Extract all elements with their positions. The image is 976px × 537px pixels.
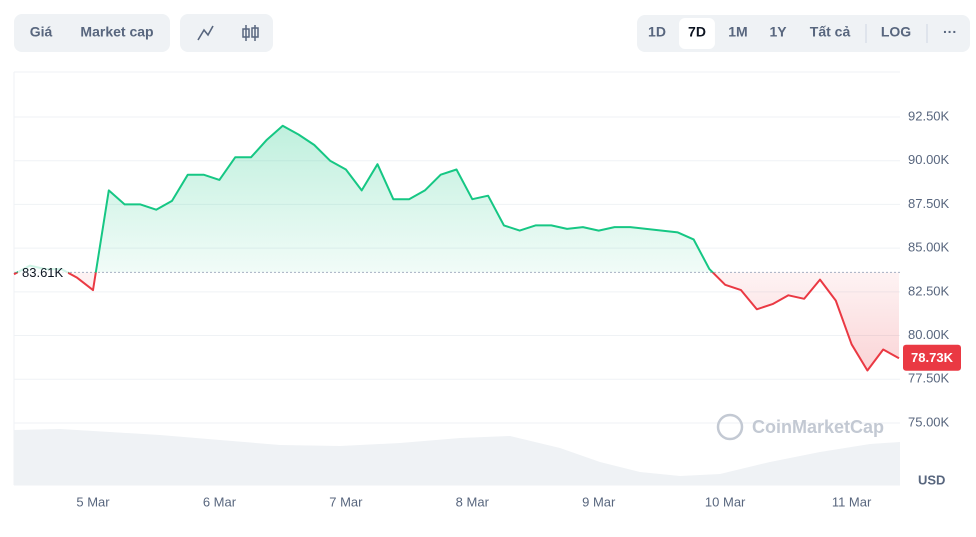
watermark: CoinMarketCap xyxy=(716,413,884,441)
more-button[interactable]: ··· xyxy=(943,24,957,40)
volume-area xyxy=(14,429,900,485)
x-tick-label: 11 Mar xyxy=(832,494,872,509)
metric-tab[interactable]: Market cap xyxy=(80,24,153,40)
y-tick-label: 82.50K xyxy=(908,283,950,298)
selected-range xyxy=(679,18,715,49)
y-tick-label: 80.00K xyxy=(908,327,950,342)
candle-chart-icon[interactable] xyxy=(242,25,259,41)
currency: USD xyxy=(918,472,945,487)
y-tick-label: 87.50K xyxy=(908,196,950,211)
range-group xyxy=(637,15,970,52)
baseline-label-bg xyxy=(18,263,68,282)
current-price-label: 78.73K xyxy=(911,350,954,365)
x-tick-label: 10 Mar xyxy=(705,494,746,509)
chart-type-group xyxy=(180,14,273,52)
x-tick-label: 8 Mar xyxy=(456,494,490,509)
current-price-box xyxy=(903,344,961,371)
y-tick-label: 75.00K xyxy=(908,414,950,429)
metric-tab[interactable]: Giá xyxy=(30,24,53,40)
range-tab[interactable]: Tất cả xyxy=(810,24,851,40)
y-tick-label: 92.50K xyxy=(908,108,950,123)
x-tick-label: 5 Mar xyxy=(76,494,110,509)
range-tab[interactable]: 7D xyxy=(688,24,706,40)
baseline-label: 83.61K xyxy=(22,265,64,280)
log-button[interactable]: LOG xyxy=(881,24,911,40)
line-chart-icon[interactable] xyxy=(197,25,214,41)
range-tab[interactable]: 1D xyxy=(648,24,666,40)
watermark-logo xyxy=(716,413,744,441)
price-area xyxy=(14,125,899,371)
price-line xyxy=(13,124,900,372)
range-tab[interactable]: 1M xyxy=(728,24,747,40)
y-tick-label: 77.50K xyxy=(908,371,950,386)
x-tick-label: 7 Mar xyxy=(329,494,363,509)
range-tab[interactable]: 1Y xyxy=(769,24,787,40)
y-tick-label: 90.00K xyxy=(908,152,950,167)
watermark-text: CoinMarketCap xyxy=(752,417,884,437)
x-tick-label: 9 Mar xyxy=(582,494,616,509)
y-tick-label: 85.00K xyxy=(908,240,950,255)
metric-group xyxy=(14,14,170,52)
x-tick-label: 6 Mar xyxy=(203,494,237,509)
